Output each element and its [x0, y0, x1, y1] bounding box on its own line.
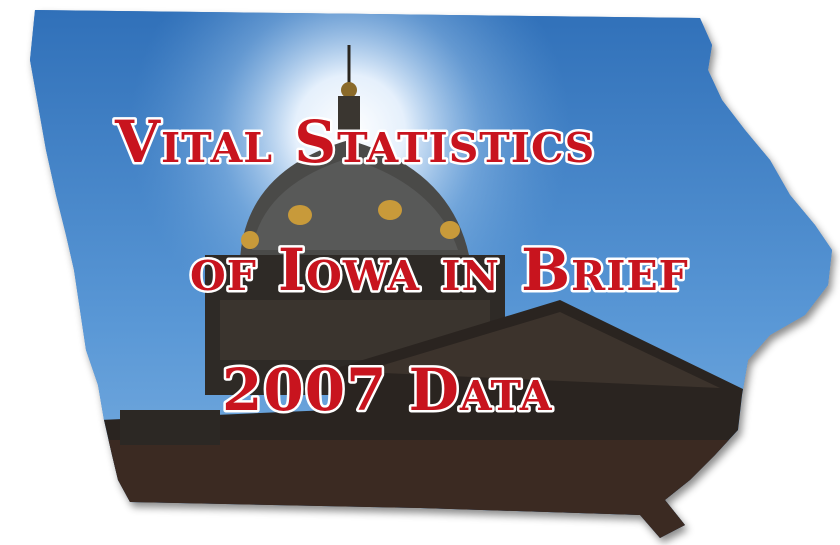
title-line: 2007 Data: [222, 356, 553, 424]
title-line: of Iowa in Brief: [190, 236, 689, 304]
title-line: Vital Statistics: [114, 108, 595, 176]
